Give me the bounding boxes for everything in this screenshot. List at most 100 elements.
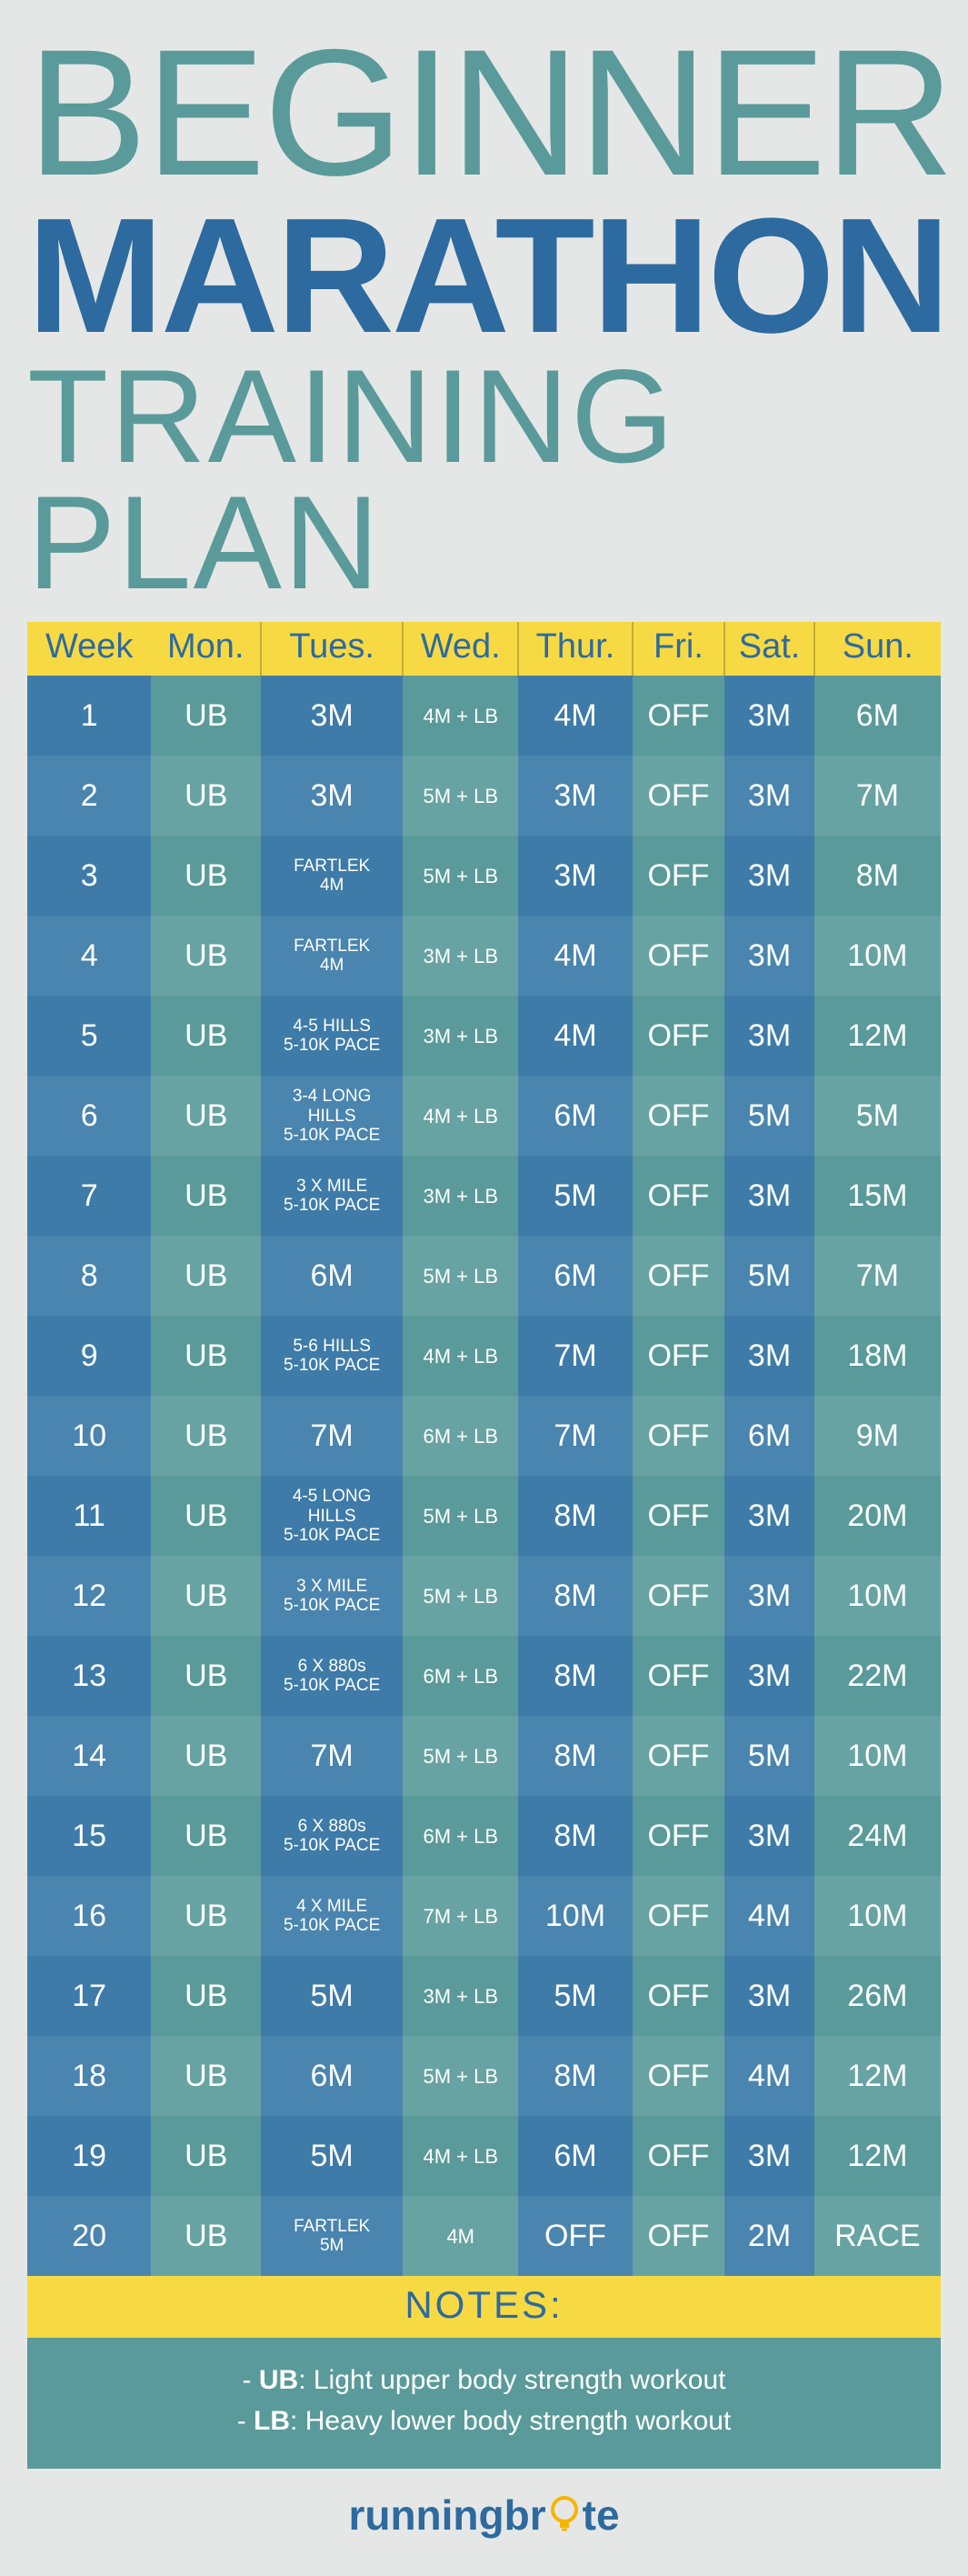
cell: 6M	[724, 1396, 813, 1476]
cell: OFF	[633, 1476, 725, 1556]
cell: 10M	[814, 1716, 941, 1796]
cell: 5M + LB	[403, 836, 518, 916]
cell: UB	[151, 1556, 261, 1636]
cell: 10	[27, 1396, 151, 1476]
table-row: 18UB6M5M + LB8MOFF4M12M	[27, 2036, 941, 2116]
cell: 8M	[518, 2036, 632, 2116]
cell: UB	[151, 676, 261, 756]
table-row: 10UB7M6M + LB7MOFF6M9M	[27, 1396, 941, 1476]
cell: UB	[151, 756, 261, 836]
cell: 12M	[814, 996, 941, 1076]
cell: 3M + LB	[403, 996, 518, 1076]
cell: 3M	[724, 1636, 813, 1716]
lightbulb-icon	[546, 2493, 583, 2535]
cell: 3M + LB	[403, 916, 518, 996]
cell: 7M	[814, 1236, 941, 1316]
table-row: 4UBFARTLEK4M3M + LB4MOFF3M10M	[27, 916, 941, 996]
cell: 3M	[261, 756, 403, 836]
cell: 3 X MILE5-10K PACE	[261, 1156, 403, 1236]
cell: 4 X MILE5-10K PACE	[261, 1876, 403, 1956]
title-training-plan: TRAINING PLAN	[27, 354, 941, 606]
table-row: 16UB4 X MILE5-10K PACE7M + LB10MOFF4M10M	[27, 1876, 941, 1956]
table-row: 17UB5M3M + LB5MOFF3M26M	[27, 1956, 941, 2036]
cell: 4M	[518, 996, 632, 1076]
cell: UB	[151, 1636, 261, 1716]
cell: 8M	[518, 1716, 632, 1796]
cell: 7M	[261, 1396, 403, 1476]
cell: OFF	[633, 1876, 725, 1956]
cell: 3M	[724, 836, 813, 916]
cell: 5M	[261, 2116, 403, 2196]
cell: 3M	[724, 756, 813, 836]
cell: 4M + LB	[403, 1076, 518, 1156]
cell: 6M	[261, 1236, 403, 1316]
cell: 26M	[814, 1956, 941, 2036]
cell: UB	[151, 2036, 261, 2116]
cell: 13	[27, 1636, 151, 1716]
cell: OFF	[633, 1636, 725, 1716]
table-row: 8UB6M5M + LB6MOFF5M7M	[27, 1236, 941, 1316]
cell: UB	[151, 1956, 261, 2036]
cell: 3M	[724, 2116, 813, 2196]
col-header-sat: Sat.	[724, 622, 813, 676]
cell: 5-6 HILLS5-10K PACE	[261, 1316, 403, 1396]
cell: 7M	[261, 1716, 403, 1796]
cell: 4M	[403, 2196, 518, 2276]
cell: 3M	[724, 996, 813, 1076]
table-row: 5UB4-5 HILLS5-10K PACE3M + LB4MOFF3M12M	[27, 996, 941, 1076]
cell: 6M	[518, 1236, 632, 1316]
cell: 6M + LB	[403, 1796, 518, 1876]
table-row: 2UB3M5M + LB3MOFF3M7M	[27, 756, 941, 836]
infographic-page: BEGINNER MARATHON TRAINING PLAN WeekMon.…	[0, 0, 968, 2576]
cell: UB	[151, 1236, 261, 1316]
cell: 15M	[814, 1156, 941, 1236]
cell: OFF	[633, 996, 725, 1076]
cell: 3M	[518, 756, 632, 836]
table-row: 7UB3 X MILE5-10K PACE3M + LB5MOFF3M15M	[27, 1156, 941, 1236]
cell: 5M	[518, 1956, 632, 2036]
cell: UB	[151, 996, 261, 1076]
cell: FARTLEK5M	[261, 2196, 403, 2276]
cell: 3	[27, 836, 151, 916]
cell: 24M	[814, 1796, 941, 1876]
cell: 18M	[814, 1316, 941, 1396]
table-row: 12UB3 X MILE5-10K PACE5M + LB8MOFF3M10M	[27, 1556, 941, 1636]
cell: 6 X 880s5-10K PACE	[261, 1796, 403, 1876]
table-row: 9UB5-6 HILLS5-10K PACE4M + LB7MOFF3M18M	[27, 1316, 941, 1396]
cell: OFF	[633, 1716, 725, 1796]
cell: OFF	[633, 676, 725, 756]
notes-body: - UB: Light upper body strength workout …	[27, 2338, 941, 2469]
cell: 4M	[518, 916, 632, 996]
cell: 5M	[814, 1076, 941, 1156]
cell: 4M	[724, 1876, 813, 1956]
cell: OFF	[518, 2196, 632, 2276]
cell: 3M	[724, 1956, 813, 2036]
cell: 7M	[518, 1316, 632, 1396]
table-row: 1UB3M4M + LB4MOFF3M6M	[27, 676, 941, 756]
col-header-sun: Sun.	[814, 622, 941, 676]
cell: 6M	[261, 2036, 403, 2116]
cell: UB	[151, 1476, 261, 1556]
cell: 8M	[518, 1476, 632, 1556]
cell: 11	[27, 1476, 151, 1556]
cell: 10M	[518, 1876, 632, 1956]
cell: 3M	[724, 676, 813, 756]
table-row: 13UB6 X 880s5-10K PACE6M + LB8MOFF3M22M	[27, 1636, 941, 1716]
cell: RACE	[814, 2196, 941, 2276]
col-header-thur: Thur.	[518, 622, 632, 676]
cell: 8M	[518, 1796, 632, 1876]
cell: 20M	[814, 1476, 941, 1556]
cell: 5M + LB	[403, 1716, 518, 1796]
cell: 12	[27, 1556, 151, 1636]
cell: 4M + LB	[403, 2116, 518, 2196]
cell: OFF	[633, 2116, 725, 2196]
cell: UB	[151, 1076, 261, 1156]
cell: 2	[27, 756, 151, 836]
cell: OFF	[633, 1396, 725, 1476]
cell: 3M	[261, 676, 403, 756]
col-header-wed: Wed.	[403, 622, 518, 676]
note-ub: - UB: Light upper body strength workout	[45, 2360, 923, 2401]
table-row: 6UB3-4 LONGHILLS5-10K PACE4M + LB6MOFF5M…	[27, 1076, 941, 1156]
cell: UB	[151, 916, 261, 996]
cell: 4M	[518, 676, 632, 756]
